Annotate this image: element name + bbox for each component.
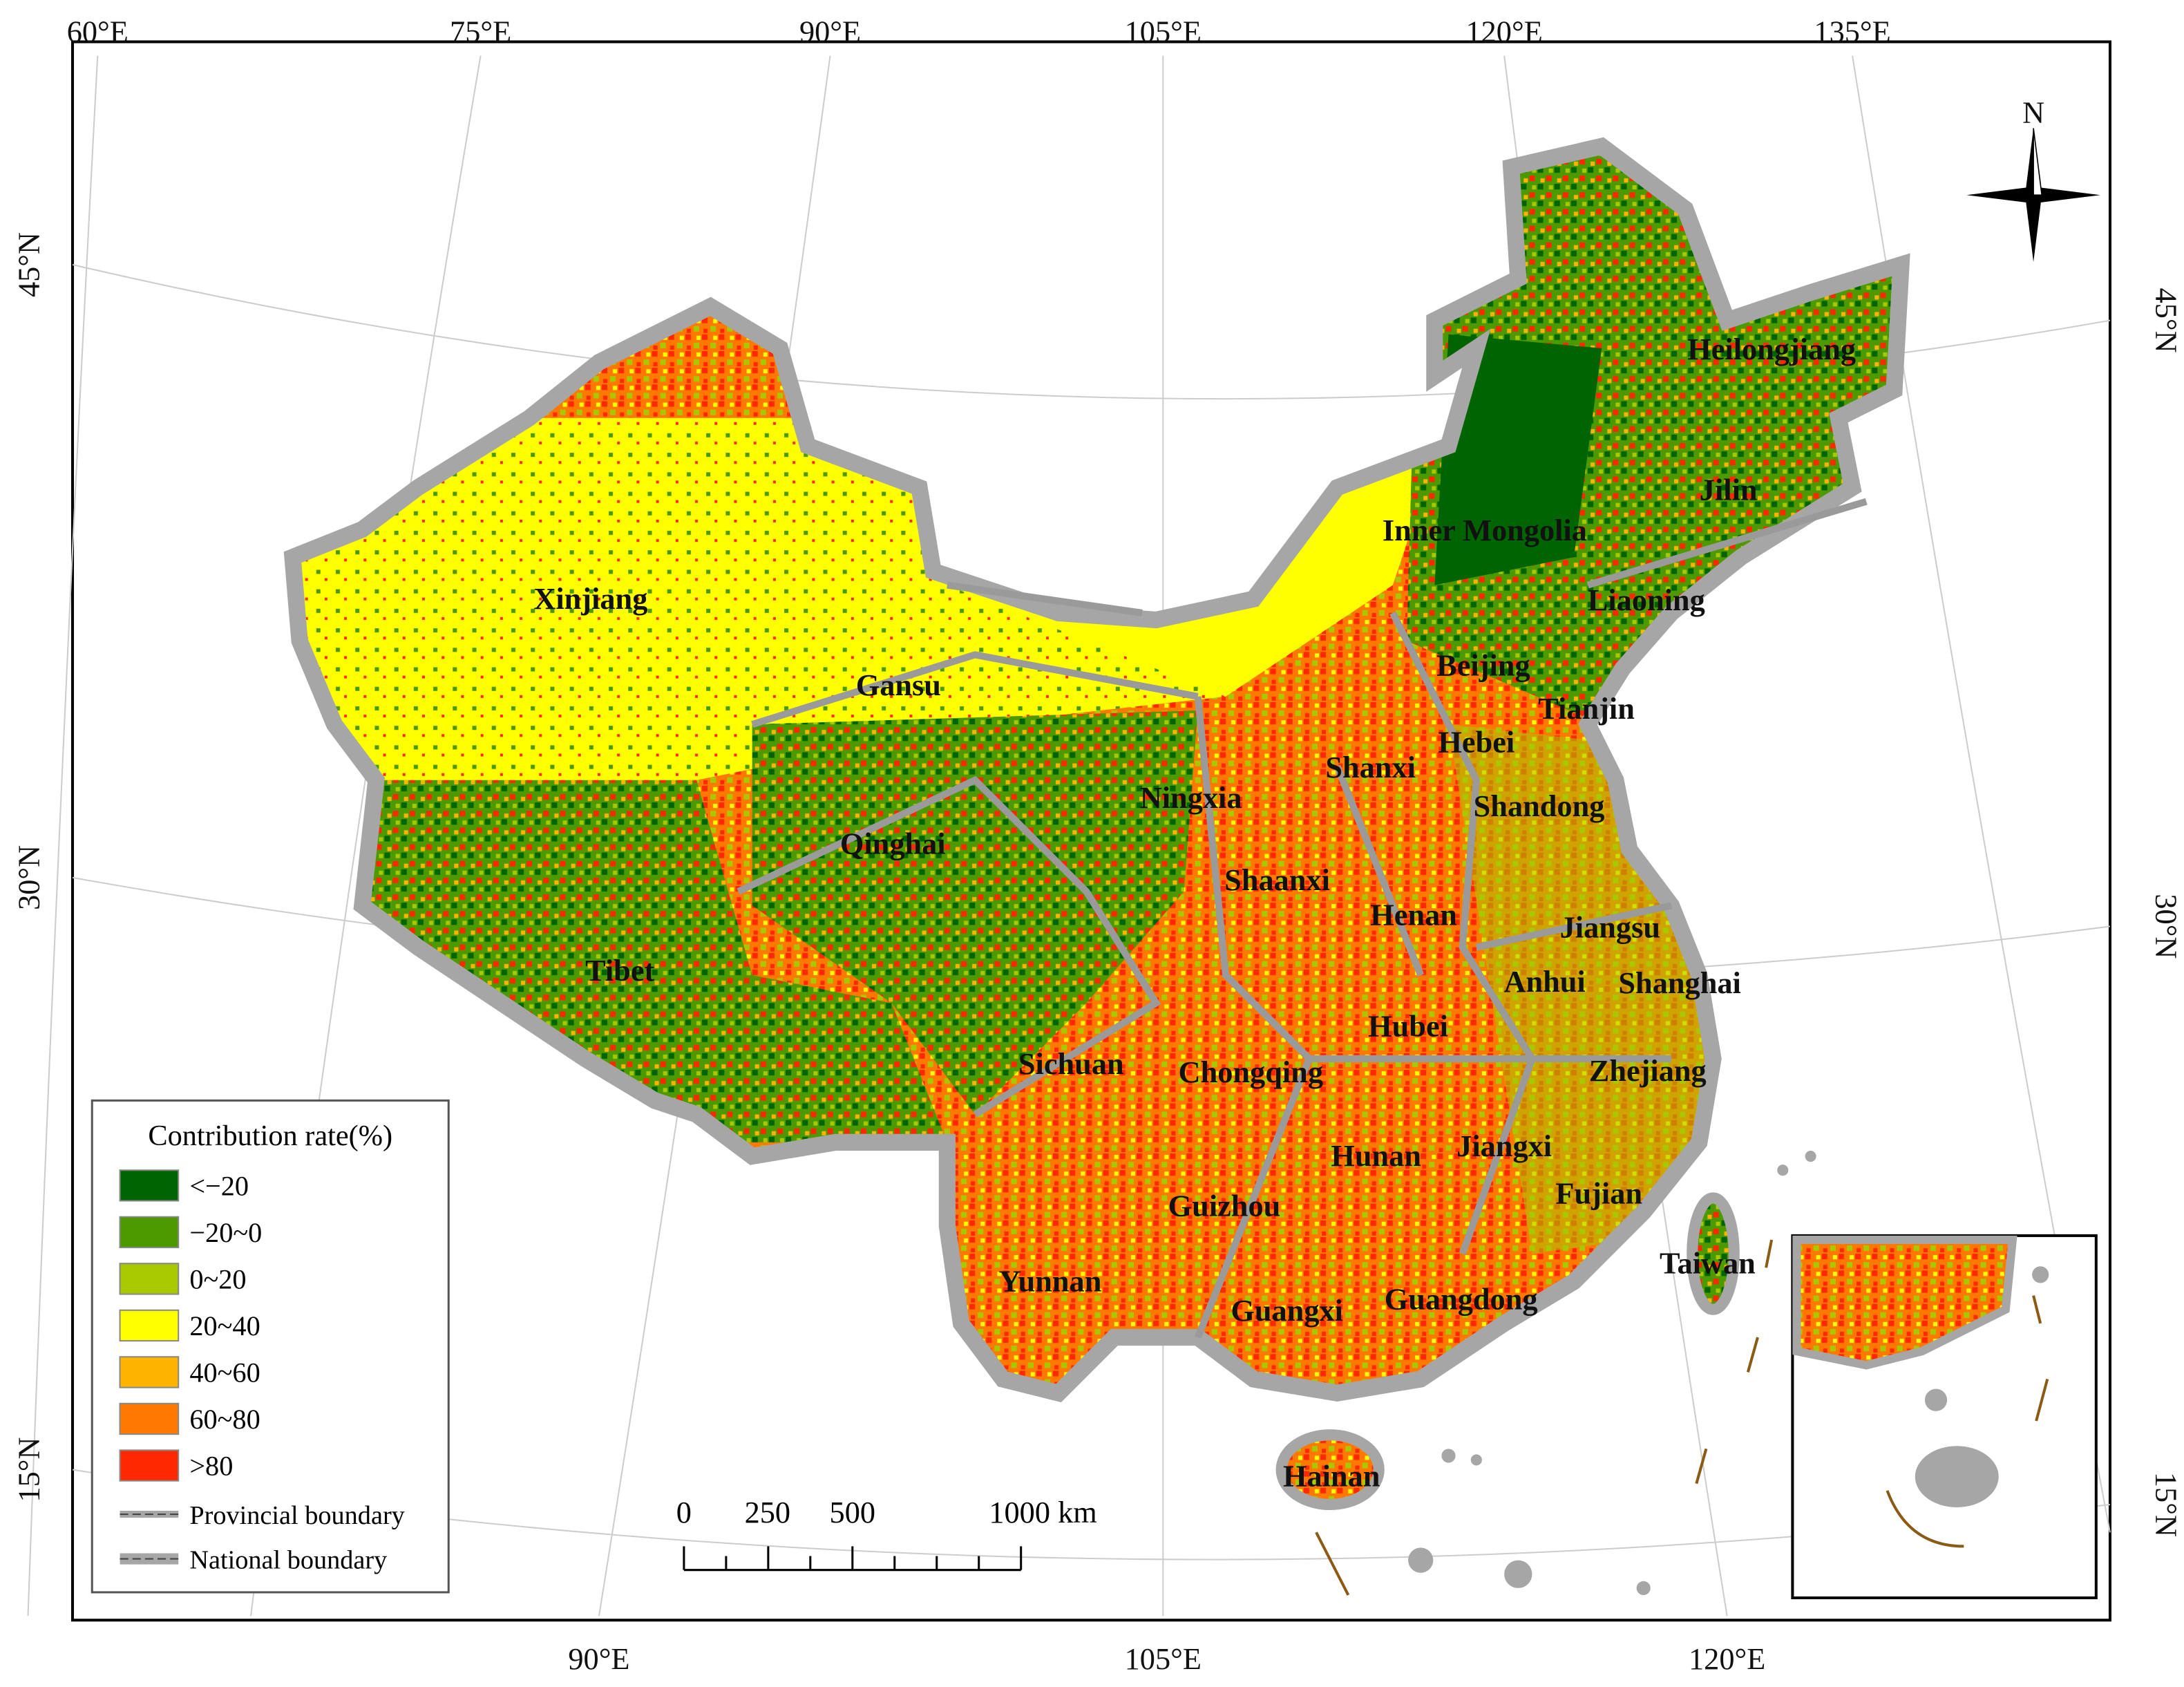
lon-label: 90°E	[568, 1641, 629, 1676]
lon-label: 75°E	[450, 14, 511, 48]
scale-label: 500	[830, 1495, 876, 1529]
province-label: Inner Mongolia	[1383, 513, 1587, 547]
province-label: Jiangsu	[1560, 910, 1660, 945]
legend-swatch	[119, 1309, 180, 1342]
lat-label: 45°N	[2149, 288, 2183, 353]
province-label: Chongqing	[1179, 1055, 1323, 1089]
scale-label: 0	[676, 1495, 692, 1529]
lon-label: 135°E	[1814, 14, 1890, 48]
lat-label: 30°N	[12, 845, 46, 910]
lon-label: 90°E	[799, 14, 861, 48]
province-label: Henan	[1370, 897, 1457, 932]
lon-label: 105°E	[1125, 14, 1202, 48]
province-label: Jilin	[1700, 473, 1758, 507]
province-label: Hunan	[1331, 1138, 1421, 1173]
province-label: Zhejiang	[1589, 1053, 1707, 1088]
province-label: Fujian	[1555, 1176, 1642, 1211]
province-label: Hainan	[1283, 1459, 1380, 1493]
province-label: Beijing	[1436, 648, 1530, 683]
islands	[1408, 1150, 1816, 1595]
province-label: Jiangxi	[1456, 1129, 1552, 1163]
legend-label: 0~20	[189, 1264, 246, 1295]
legend-label: >80	[189, 1451, 233, 1482]
province-label: Shanxi	[1325, 750, 1416, 784]
inset	[1791, 1234, 2098, 1600]
scale-label: 250	[745, 1495, 791, 1529]
province-label: Hebei	[1438, 724, 1514, 759]
province-label: Hubei	[1368, 1009, 1448, 1044]
lat-label: 15°N	[12, 1438, 46, 1502]
nine-dash-line	[1315, 1239, 1774, 1596]
province-label: Shaanxi	[1224, 863, 1330, 897]
lat-label: 45°N	[12, 232, 46, 297]
province-label: Qinghai	[840, 827, 946, 861]
province-label: Guangxi	[1231, 1293, 1343, 1328]
legend-label: −20~0	[189, 1217, 262, 1248]
north-arrow	[1966, 128, 2100, 262]
province-label: Liaoning	[1588, 583, 1705, 617]
province-label: Shanghai	[1618, 965, 1740, 1000]
legend-swatch	[119, 1169, 180, 1202]
province-label: Guizhou	[1168, 1189, 1281, 1223]
province-label: Taiwan	[1660, 1245, 1756, 1280]
province-label: Shandong	[1474, 789, 1605, 823]
north-label: N	[2022, 95, 2044, 129]
legend-swatch	[119, 1402, 180, 1435]
lon-label: 60°E	[67, 14, 129, 48]
legend-label: 60~80	[189, 1404, 260, 1435]
province-label: Tianjin	[1538, 691, 1635, 726]
province-label: Gansu	[856, 668, 941, 702]
taiwan-island	[1687, 1192, 1740, 1315]
legend-swatch	[119, 1449, 180, 1482]
province-label: Heilongjiang	[1687, 332, 1856, 366]
legend-label: 40~60	[189, 1357, 260, 1388]
lon-label: 105°E	[1125, 1641, 1202, 1676]
legend-label: 20~40	[189, 1310, 260, 1341]
province-label: Ningxia	[1140, 780, 1242, 815]
province-label: Guangdong	[1385, 1282, 1538, 1317]
lon-label: 120°E	[1689, 1641, 1765, 1676]
legend-swatch	[119, 1356, 180, 1388]
province-label: Tibet	[585, 953, 654, 988]
scale-label: 1000 km	[989, 1495, 1096, 1529]
legend-line-label: National boundary	[189, 1546, 387, 1575]
lat-label: 30°N	[2149, 894, 2183, 959]
lon-label: 120°E	[1465, 14, 1542, 48]
lat-label: 15°N	[2149, 1472, 2183, 1537]
province-label: Anhui	[1503, 964, 1585, 999]
province-label: Xinjiang	[533, 581, 647, 616]
province-label: Yunnan	[999, 1264, 1102, 1299]
legend-label: <−20	[189, 1170, 249, 1201]
legend-swatch	[119, 1263, 180, 1295]
legend-swatch	[119, 1216, 180, 1249]
provincial-boundary	[737, 498, 1868, 1339]
legend-title: Contribution rate(%)	[148, 1120, 392, 1152]
hainan-island	[1275, 1429, 1385, 1511]
province-label: Sichuan	[1018, 1046, 1124, 1081]
legend-line-label: Provincial boundary	[189, 1501, 405, 1530]
